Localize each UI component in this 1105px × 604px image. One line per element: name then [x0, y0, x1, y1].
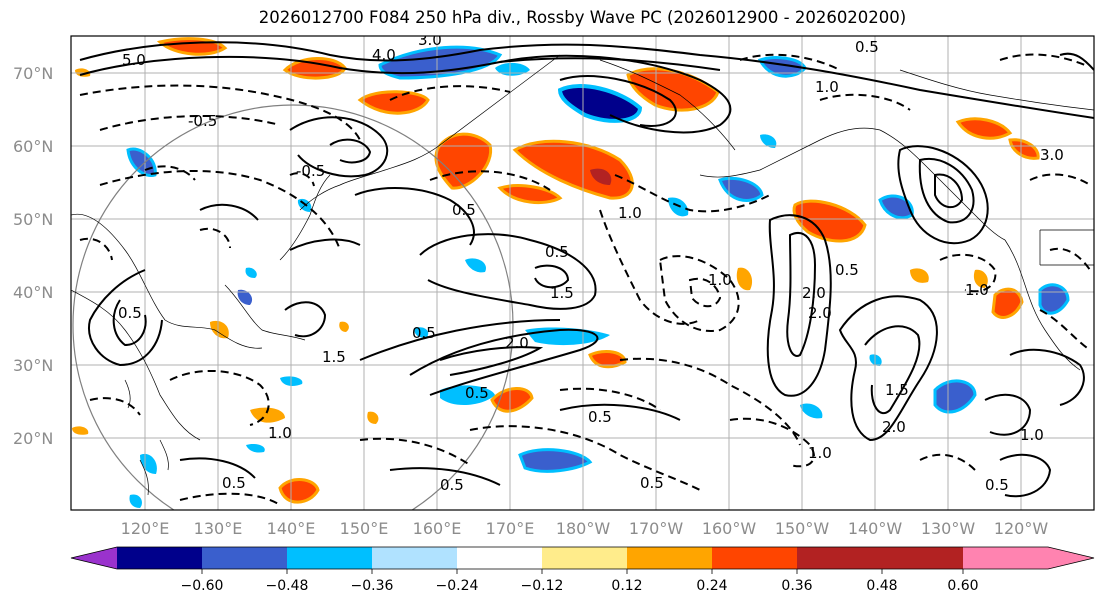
contour-label: 1.5	[322, 348, 346, 366]
colorbar-tick-label: −0.12	[521, 578, 564, 594]
map-title: 2026012700 F084 250 hPa div., Rossby Wav…	[258, 8, 907, 27]
lat-label: 30°N	[13, 356, 53, 375]
contour-label: 1.0	[808, 444, 832, 462]
conv-contours	[79, 53, 1091, 506]
colorbar-tick-label: −0.48	[266, 578, 309, 594]
contour-label: 0.5	[855, 38, 879, 56]
graticule	[71, 36, 1094, 510]
colorbar-segment	[712, 547, 798, 569]
longitude-labels: 120°E 130°E 140°E 150°E 160°E 170°E 180°…	[121, 519, 1049, 538]
contour-label: 2.0	[802, 284, 826, 302]
lat-label: 50°N	[13, 210, 53, 229]
contour-label: 1.0	[1020, 426, 1044, 444]
colorbar-segment	[372, 547, 458, 569]
lon-label: 130°W	[921, 519, 976, 538]
contour-label: 0.5	[222, 474, 246, 492]
contour-label: 0.5	[440, 476, 464, 494]
contour-label: 1.5	[550, 284, 574, 302]
colorbar-right-extension	[1048, 547, 1094, 569]
map-frame	[70, 35, 1095, 511]
colorbar-segment	[117, 547, 203, 569]
latitude-labels: 70°N 60°N 50°N 40°N 30°N 20°N	[13, 64, 53, 448]
colorbar-segment	[882, 547, 968, 569]
contour-label: 0.5	[412, 324, 436, 342]
colorbar-labels: −0.60 −0.48 −0.36 −0.24 −0.12 0.12 0.24 …	[181, 578, 979, 594]
contour-label: 3.0	[1040, 146, 1064, 164]
lon-label: 170°W	[629, 519, 684, 538]
colorbar-tick-label: 0.12	[611, 578, 642, 594]
contour-label: 4.0	[372, 46, 396, 64]
contour-label: 1.0	[708, 271, 732, 289]
contour-label: 3.0	[418, 31, 442, 49]
contour-label: 1.0	[268, 424, 292, 442]
contour-label: 2.0	[882, 418, 906, 436]
colorbar-left-extension	[71, 547, 117, 569]
contour-label: 1.0	[815, 78, 839, 96]
colorbar-tick-label: −0.36	[351, 578, 394, 594]
lat-label: 60°N	[13, 137, 53, 156]
range-circle	[72, 104, 514, 510]
lon-label: 160°W	[702, 519, 757, 538]
lon-label: 130°E	[194, 519, 243, 538]
lon-label: 120°W	[994, 519, 1049, 538]
contour-label: 2.0	[808, 304, 832, 322]
contour-labels: 5.0 4.0 3.0 -0.5 0.5 -0.5 0.5 0.5 1.0 2.…	[118, 31, 1064, 494]
colorbar: −0.60 −0.48 −0.36 −0.24 −0.12 0.12 0.24 …	[70, 546, 1095, 594]
colorbar-segment	[542, 547, 628, 569]
lon-label: 140°E	[267, 519, 316, 538]
lon-label: 150°W	[775, 519, 830, 538]
colorbar-segment	[457, 547, 543, 569]
contour-label: 0.5	[465, 384, 489, 402]
contour-label: 5.0	[122, 51, 146, 69]
contour-label: 1.0	[618, 204, 642, 222]
colorbar-segment	[287, 547, 373, 569]
colorbar-tick-label: 0.36	[781, 578, 812, 594]
lon-label: 120°E	[121, 519, 170, 538]
colorbar-segment	[627, 547, 713, 569]
div-contours	[79, 41, 1094, 498]
contour-label: 0.5	[452, 201, 476, 219]
lat-label: 40°N	[13, 283, 53, 302]
coastlines	[71, 54, 1094, 496]
colorbar-ticks	[201, 569, 964, 574]
contour-label: 0.5	[835, 261, 859, 279]
contour-label: 0.5	[588, 408, 612, 426]
colorbar-tick-label: −0.24	[436, 578, 479, 594]
lon-label: 180°W	[556, 519, 611, 538]
map-plot-area: 5.0 4.0 3.0 -0.5 0.5 -0.5 0.5 0.5 1.0 2.…	[71, 31, 1094, 510]
contour-label: 1.0	[965, 281, 989, 299]
contour-label: -0.5	[188, 112, 217, 130]
contour-label: 2.0	[505, 334, 529, 352]
colorbar-segment	[797, 547, 883, 569]
colorbar-tick-label: 0.60	[947, 578, 978, 594]
contour-label: 0.5	[985, 476, 1009, 494]
lon-label: 170°E	[486, 519, 535, 538]
contour-label: 0.5	[545, 243, 569, 261]
colorbar-segment	[963, 547, 1048, 569]
lon-label: 160°E	[413, 519, 462, 538]
colorbar-segment	[202, 547, 288, 569]
colorbar-tick-label: 0.48	[866, 578, 897, 594]
lat-label: 20°N	[13, 429, 53, 448]
lat-label: 70°N	[13, 64, 53, 83]
contour-label: -0.5	[296, 162, 325, 180]
contour-label: 0.5	[118, 304, 142, 322]
colorbar-tick-label: −0.60	[181, 578, 224, 594]
lon-label: 140°W	[848, 519, 903, 538]
contour-label: 0.5	[640, 474, 664, 492]
colorbar-tick-label: 0.24	[696, 578, 727, 594]
lon-label: 150°E	[340, 519, 389, 538]
contour-label: 1.5	[885, 381, 909, 399]
